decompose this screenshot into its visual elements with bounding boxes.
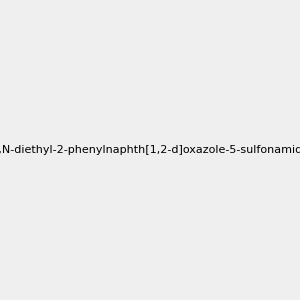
Text: N,N-diethyl-2-phenylnaphth[1,2-d]oxazole-5-sulfonamide: N,N-diethyl-2-phenylnaphth[1,2-d]oxazole… [0, 145, 300, 155]
